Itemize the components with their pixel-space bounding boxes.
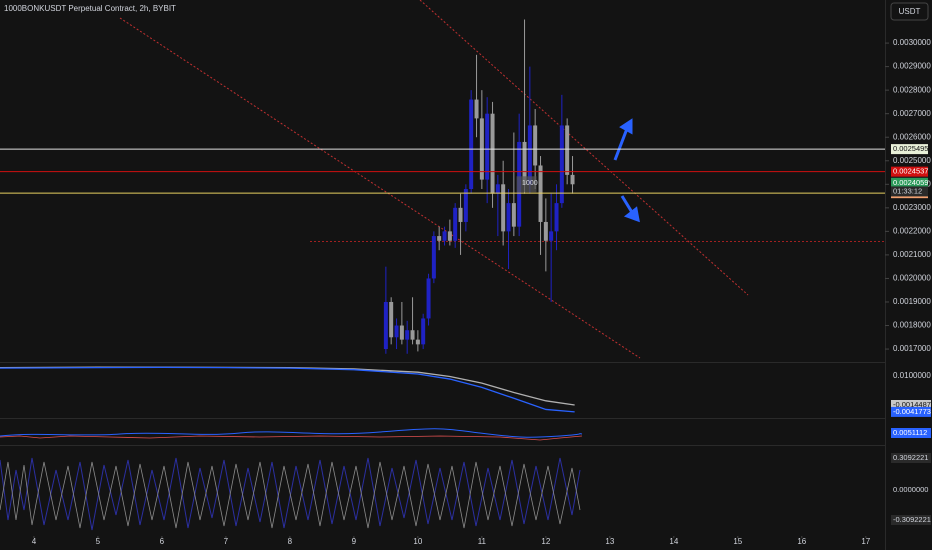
indicator-label-bg [891,453,931,463]
y-tick-label: 0.0017000 [893,344,931,353]
candle-body [442,231,447,241]
x-tick-label: 7 [224,537,229,546]
x-tick-label: 13 [605,537,614,546]
candle-body [533,125,538,166]
indicator-label: -0.3092221 [893,515,931,524]
candle-body [522,141,527,185]
y-tick-label: 0.0028000 [893,85,931,94]
candle-body [458,207,463,222]
candle-body [490,113,495,194]
candle-body [469,99,474,190]
candle-body [506,203,511,232]
indicator-line [0,366,575,413]
x-tick-label: 5 [96,537,101,546]
candle-body [431,236,436,279]
trend-line [119,17,641,359]
countdown: 01:33:12 [893,186,922,195]
indicator-label: 0.3092221 [893,453,928,462]
indicator-label: -0.0014487 [893,400,931,409]
candle-body [495,184,500,194]
candle-body [501,184,506,232]
indicator-label-bg [891,515,931,525]
indicator-label: 0.0051112 [893,428,927,437]
indicator-label: 0.0000000 [893,485,928,494]
candle-body [527,125,532,185]
countdown-bg [891,186,928,197]
y-tick-label: 0.0025000 [893,156,931,165]
y-tick-label: 0.0021000 [893,250,931,259]
y-tick-label: 0.0027000 [893,109,931,118]
currency-label[interactable]: USDT [899,7,921,16]
candle-body [421,318,426,345]
candle-body [394,325,399,338]
candle-body [389,301,394,338]
candle-body [415,339,420,345]
price-label-bg [891,177,928,188]
x-tick-label: 9 [352,537,357,546]
chart-title: 1000BONKUSDT Perpetual Contract, 2h, BYB… [4,4,176,13]
candle-body [554,203,559,232]
candle-body [463,189,468,222]
price-label: 0.0024059 [893,178,928,187]
candle-body [405,330,410,340]
x-tick-label: 12 [541,537,550,546]
x-tick-label: 14 [669,537,678,546]
indicator-label-bg [891,400,931,411]
y-tick-label: 0.0100000 [893,371,931,380]
indicator-label-bg [891,428,931,438]
y-tick-label: 0.0022000 [893,226,931,235]
indicator-label-bg [891,406,931,417]
x-tick-label: 8 [288,537,293,546]
y-tick-label: 0.0023000 [893,203,931,212]
price-label-bg [891,166,928,177]
candle-body [549,231,554,241]
candle-body [485,113,490,180]
y-tick-label: 0.0026000 [893,132,931,141]
candle-body [538,165,543,222]
candle-body [447,231,452,241]
indicator-label: -0.0041773 [893,407,931,416]
y-tick-label: 0.0030000 [893,38,931,47]
y-tick-label: 0.0029000 [893,62,931,71]
x-tick-label: 17 [861,537,870,546]
price-label: 0.0025495 [893,144,928,153]
candle-tag [516,176,537,193]
trend-line [419,0,749,296]
candle-body [399,325,404,340]
arrow-up [613,118,633,161]
candle-body [426,278,431,319]
candle-body [453,207,458,241]
y-tick-label: 0.0019000 [893,297,931,306]
candle-tag-label: 1000 [522,180,538,187]
candle-body [511,203,516,227]
candle-body [474,99,479,119]
candle-body [559,125,564,204]
y-tick-label: 0.0020000 [893,274,931,283]
x-tick-label: 11 [478,537,487,546]
candle-body [383,301,388,350]
y-tick-label: 0.0018000 [893,321,931,330]
candle-body [570,174,575,185]
x-tick-label: 4 [32,537,37,546]
price-label-bg [891,144,928,155]
x-tick-label: 16 [797,537,806,546]
price-label: 0.0024537 [893,167,928,176]
x-tick-label: 6 [160,537,165,546]
candle-body [437,236,442,241]
arrow-down [620,195,640,223]
candle-body [565,125,570,175]
x-tick-label: 10 [413,537,422,546]
currency-button[interactable] [890,2,929,21]
oscillator-lines [0,457,581,531]
oscillator-lines [0,428,583,441]
candle-body [543,221,548,241]
candle-body [410,330,415,340]
x-tick-label: 15 [733,537,742,546]
